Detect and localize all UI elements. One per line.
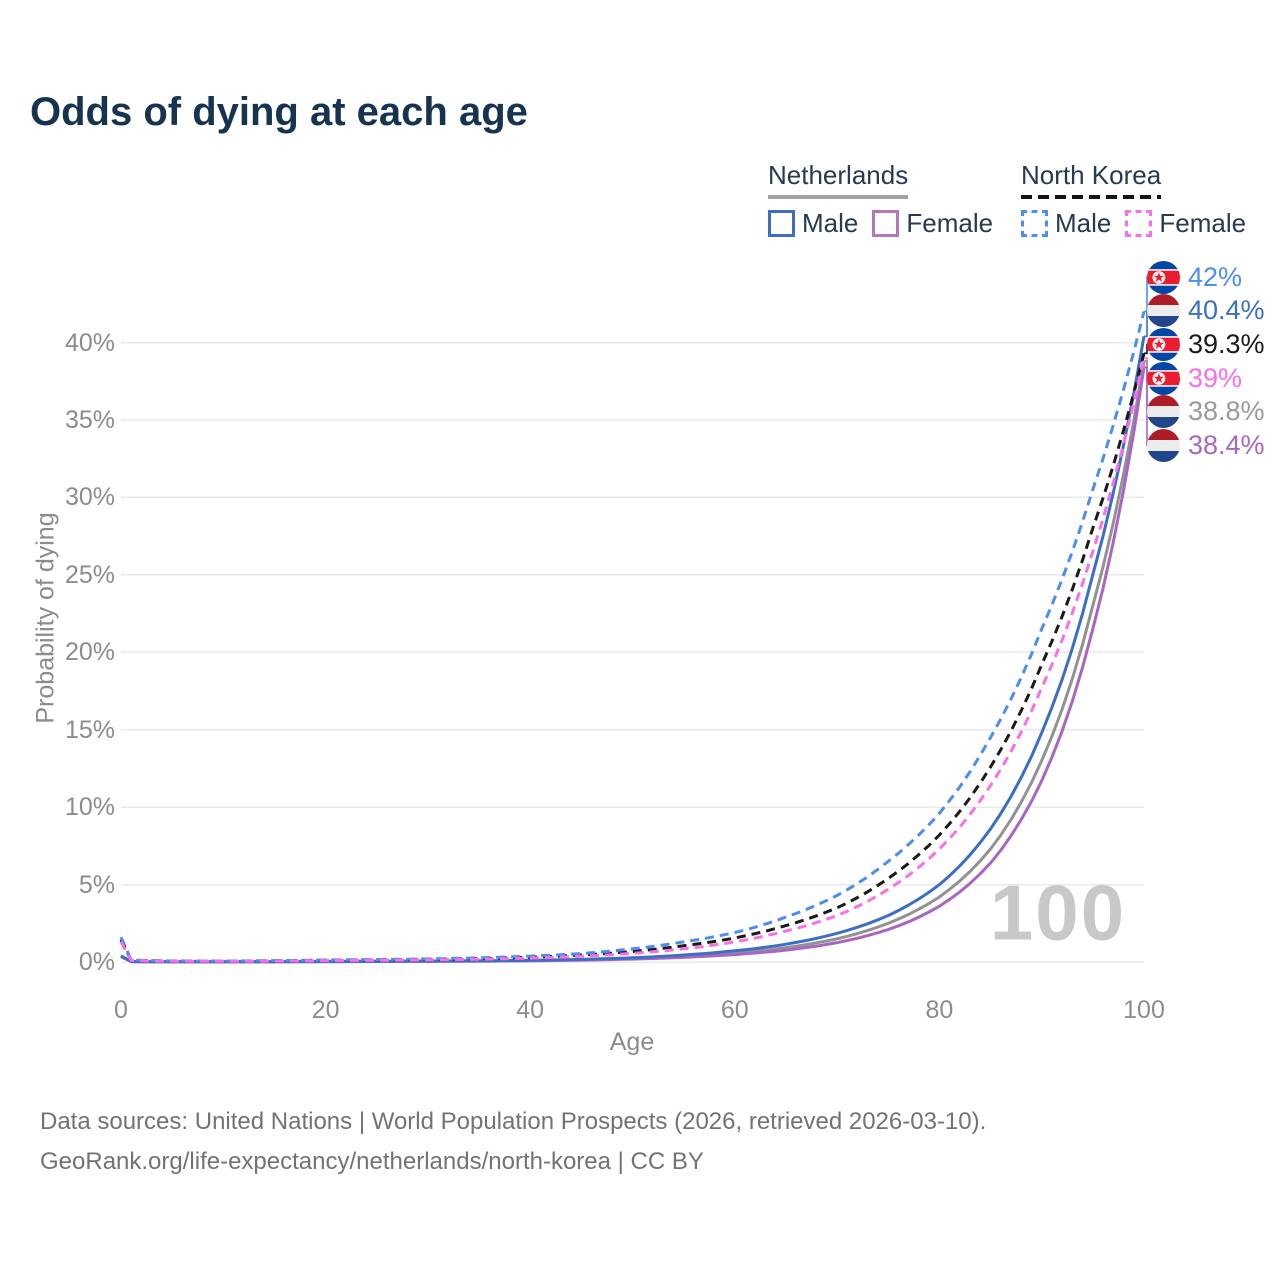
legend-item-nk-male[interactable]: Male: [1021, 208, 1111, 239]
legend-group-north-korea: North Korea Male Female: [1021, 160, 1246, 239]
netherlands-flag: [1147, 429, 1180, 462]
legend-underline-north-korea: [1021, 195, 1162, 199]
end-label-value: 38.8%: [1188, 396, 1265, 427]
legend-item-label: Male: [1055, 208, 1112, 238]
legend-item-nk-female[interactable]: Female: [1125, 208, 1246, 239]
x-tick-label: 60: [720, 996, 749, 1024]
north-korea-flag-icon: [1147, 260, 1180, 294]
y-tick-label: 15%: [64, 715, 115, 744]
legend-items-north-korea: Male Female: [1021, 208, 1246, 239]
legend-item-label: Female: [906, 208, 994, 238]
end-label-nl-male: 40.4%: [1147, 294, 1265, 328]
netherlands-flag-icon: [1147, 429, 1180, 462]
end-label-nk-male: 42%: [1147, 260, 1243, 294]
x-tick-label: 0: [114, 996, 128, 1024]
legend-checkbox-nl-female[interactable]: [872, 210, 900, 237]
north-korea-flag: [1147, 327, 1180, 361]
legend-group-label-netherlands: Netherlands: [768, 160, 909, 190]
netherlands-flag: [1147, 294, 1180, 328]
y-tick-label: 25%: [64, 560, 115, 589]
end-label-value: 40.4%: [1188, 295, 1265, 326]
y-tick-label: 10%: [64, 793, 115, 822]
netherlands-flag: [1147, 395, 1180, 429]
legend-group-head: North Korea: [1021, 160, 1162, 199]
north-korea-flag: [1147, 260, 1180, 294]
y-tick-label: 35%: [64, 405, 115, 434]
legend-group-label-north-korea: North Korea: [1021, 160, 1162, 190]
netherlands-flag-icon: [1147, 294, 1180, 328]
end-label-value: 38.4%: [1188, 430, 1265, 460]
series-line-nk-female: [119, 357, 1146, 963]
legend-item-label: Male: [802, 208, 859, 238]
legend-checkbox-nk-male[interactable]: [1021, 210, 1048, 237]
legend-group-head: Netherlands: [768, 160, 909, 199]
end-label-nk-both: 39.3%: [1147, 327, 1265, 361]
legend-underline-netherlands: [768, 195, 909, 199]
footer-sources: Data sources: United Nations | World Pop…: [40, 1108, 987, 1135]
end-label-nl-female: 38.4%: [1147, 429, 1265, 462]
legend-items-netherlands: Male Female: [768, 208, 993, 239]
x-tick-label: 40: [516, 996, 545, 1024]
legend-checkbox-nl-male[interactable]: [768, 210, 795, 237]
y-tick-label: 0%: [78, 948, 115, 976]
y-tick-label: 5%: [78, 870, 115, 899]
x-axis-label: Age: [609, 1028, 655, 1056]
x-tick-label: 80: [925, 996, 954, 1024]
legend-item-nl-female[interactable]: Female: [872, 208, 993, 239]
x-tick-label: 20: [311, 996, 340, 1024]
y-tick-label: 30%: [64, 483, 115, 512]
end-label-value: 42%: [1188, 261, 1243, 292]
x-tick-label: 100: [1123, 996, 1165, 1024]
legend-item-nl-male[interactable]: Male: [768, 208, 858, 239]
end-label-nl-both: 38.8%: [1147, 395, 1265, 429]
footer-attribution: GeoRank.org/life-expectancy/netherlands/…: [40, 1148, 704, 1175]
end-label-value: 39.3%: [1188, 328, 1265, 359]
end-label-nk-female: 39%: [1147, 361, 1243, 395]
legend-checkbox-nk-female[interactable]: [1125, 210, 1153, 237]
y-tick-label: 40%: [64, 328, 115, 357]
netherlands-flag-icon: [1147, 395, 1180, 429]
north-korea-flag: [1147, 361, 1180, 395]
y-tick-label: 20%: [64, 638, 115, 667]
y-axis-label: Probability of dying: [31, 512, 60, 724]
legend-group-netherlands: Netherlands Male Female: [768, 160, 993, 239]
north-korea-flag-icon: [1147, 327, 1180, 361]
legend-item-label: Female: [1159, 208, 1247, 238]
page-title: Odds of dying at each age: [30, 90, 528, 134]
end-label-value: 39%: [1188, 362, 1243, 393]
age-watermark: 100: [989, 868, 1127, 957]
north-korea-flag-icon: [1147, 361, 1180, 395]
